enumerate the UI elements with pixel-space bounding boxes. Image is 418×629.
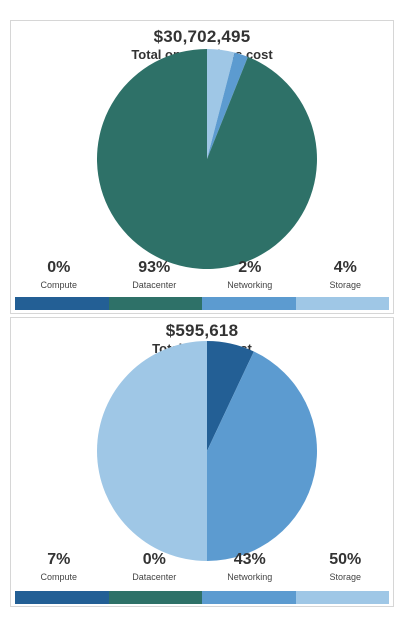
- legend-compute-percent: 7%: [47, 551, 71, 568]
- color-key-storage: [295, 591, 389, 604]
- legend-item-compute: 0% Compute: [11, 259, 107, 290]
- legend-datacenter-label: Datacenter: [132, 572, 177, 582]
- pie-slice-storage: [207, 49, 235, 159]
- azure-total-value: $595,618: [165, 321, 239, 340]
- legend-item-datacenter: 93% Datacenter: [107, 259, 203, 290]
- color-key-networking: [202, 297, 296, 310]
- on-premises-legend: 0% Compute 93% Datacenter 2% Networking …: [11, 259, 393, 290]
- legend-storage-label: Storage: [329, 280, 362, 290]
- legend-item-datacenter: 0% Datacenter: [107, 551, 203, 582]
- pie-slice-storage: [97, 341, 207, 561]
- on-premises-color-key: [15, 297, 389, 310]
- on-premises-cost-panel: $30,702,495 Total on-premises cost 0% Co…: [10, 20, 394, 314]
- legend-networking-percent: 43%: [233, 551, 266, 568]
- legend-compute-label: Compute: [40, 572, 78, 582]
- pie-slice-compute: [207, 341, 254, 451]
- legend-item-storage: 50% Storage: [298, 551, 394, 582]
- on-premises-total-value: $30,702,495: [153, 27, 251, 46]
- color-key-datacenter: [108, 297, 202, 310]
- legend-item-networking: 2% Networking: [202, 259, 298, 290]
- legend-storage-percent: 4%: [333, 259, 357, 276]
- color-key-networking: [202, 591, 296, 604]
- legend-compute-label: Compute: [40, 280, 78, 290]
- azure-pie-chart: [97, 341, 318, 561]
- azure-cost-panel: $595,618 Total Azure cost 7% Compute 0% …: [10, 317, 394, 607]
- azure-color-key: [15, 591, 389, 604]
- legend-item-networking: 43% Networking: [202, 551, 298, 582]
- legend-item-compute: 7% Compute: [11, 551, 107, 582]
- pie-slice-datacenter: [96, 48, 317, 269]
- legend-networking-percent: 2%: [238, 259, 262, 276]
- on-premises-pie-chart: [96, 48, 317, 269]
- color-key-datacenter: [108, 591, 202, 604]
- color-key-compute: [15, 297, 109, 310]
- pie-slice-networking: [207, 351, 318, 561]
- legend-storage-label: Storage: [329, 572, 362, 582]
- color-key-compute: [15, 591, 109, 604]
- pie-slice-networking: [207, 52, 248, 159]
- legend-item-storage: 4% Storage: [298, 259, 394, 290]
- legend-datacenter-percent: 93%: [138, 259, 171, 276]
- legend-networking-label: Networking: [227, 572, 273, 582]
- azure-legend: 7% Compute 0% Datacenter 43% Networking …: [11, 551, 393, 582]
- legend-datacenter-label: Datacenter: [132, 280, 177, 290]
- color-key-storage: [295, 297, 389, 310]
- legend-networking-label: Networking: [227, 280, 273, 290]
- legend-compute-percent: 0%: [47, 259, 71, 276]
- legend-storage-percent: 50%: [329, 551, 362, 568]
- legend-datacenter-percent: 0%: [142, 551, 166, 568]
